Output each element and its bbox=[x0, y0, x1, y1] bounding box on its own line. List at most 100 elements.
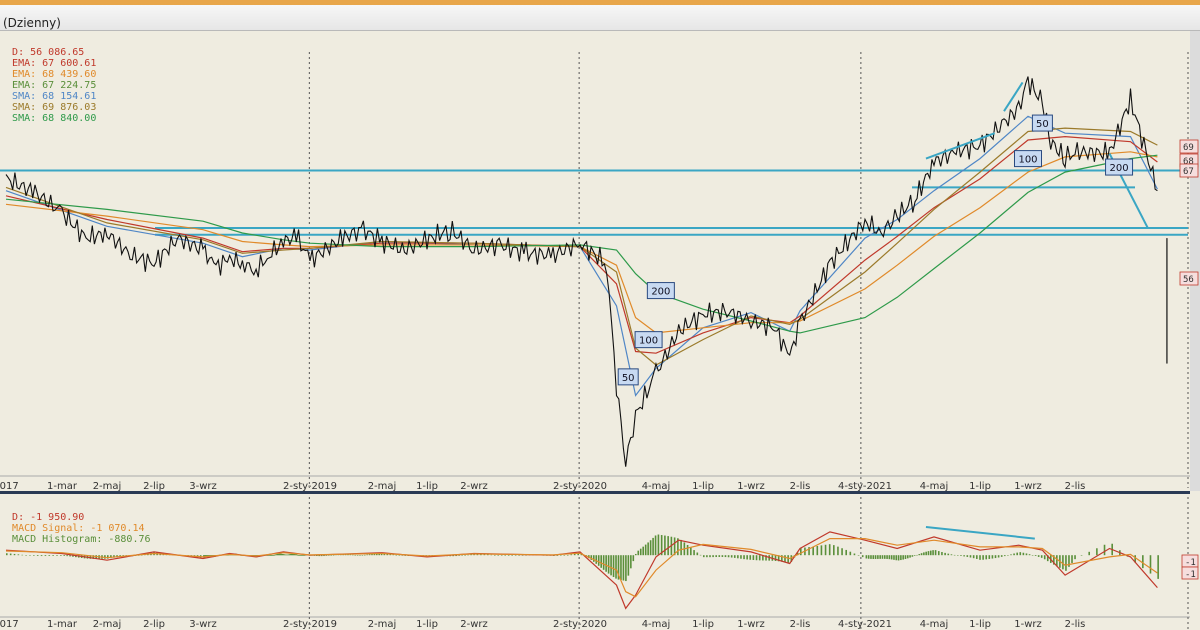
macd-histogram-bar bbox=[730, 555, 733, 558]
macd-histogram-bar bbox=[985, 555, 988, 560]
legend-macd: D: -1 950.90 bbox=[12, 512, 85, 523]
macd-histogram-bar bbox=[297, 555, 299, 556]
macd-scale-label: -1 bbox=[1185, 570, 1196, 580]
macd-histogram-bar bbox=[476, 554, 479, 556]
x-tick-label-macd: 1-lip bbox=[969, 619, 991, 630]
macd-histogram-bar bbox=[69, 555, 71, 557]
macd-histogram-bar bbox=[1013, 553, 1015, 556]
macd-histogram-bar bbox=[686, 544, 689, 556]
macd-histogram-bar bbox=[824, 544, 827, 556]
x-tick-label: 2-maj bbox=[93, 481, 122, 492]
macd-histogram-bar bbox=[298, 555, 300, 556]
macd-histogram-bar bbox=[652, 537, 654, 556]
macd-histogram-bar bbox=[893, 555, 895, 560]
macd-histogram-bar bbox=[1037, 555, 1040, 557]
trend-line bbox=[925, 132, 996, 160]
macd-histogram-bar bbox=[356, 555, 359, 556]
macd-histogram-bar bbox=[622, 555, 625, 581]
macd-histogram-bar bbox=[944, 552, 946, 556]
macd-histogram-bar bbox=[392, 554, 395, 556]
macd-histogram-bar bbox=[470, 554, 472, 556]
macd-histogram-bar bbox=[597, 555, 600, 566]
macd-histogram-bar bbox=[787, 555, 789, 563]
macd-histogram-bar bbox=[693, 550, 695, 556]
macd-histogram-bar bbox=[291, 553, 293, 556]
macd-histogram-bar bbox=[752, 555, 755, 560]
x-tick-label: 2-wrz bbox=[460, 481, 488, 492]
macd-histogram-bar bbox=[483, 554, 486, 556]
macd-histogram-bar bbox=[947, 553, 950, 556]
x-tick-label: 2017 bbox=[0, 481, 19, 492]
macd-histogram-bar bbox=[1019, 552, 1022, 556]
macd-histogram-bar bbox=[352, 554, 354, 556]
macd-histogram-bar bbox=[937, 551, 940, 556]
macd-histogram-bar bbox=[328, 555, 330, 556]
macd-histogram-bar bbox=[1031, 555, 1034, 556]
macd-histogram-bar bbox=[25, 555, 27, 556]
legend-sma-2: SMA: 69 876.03 bbox=[12, 102, 97, 113]
macd-histogram-bar bbox=[487, 554, 489, 556]
macd-histogram-bar bbox=[288, 554, 291, 556]
legend-ema-2: EMA: 68 439.60 bbox=[12, 69, 97, 80]
moving-average-line bbox=[5, 154, 1158, 334]
macd-histogram-bar bbox=[269, 555, 272, 556]
chart-window-title: (Dzienny) bbox=[3, 16, 61, 30]
x-tick-label: 2-lis bbox=[1065, 481, 1086, 492]
macd-histogram-bar bbox=[323, 555, 325, 557]
macd-histogram-bar bbox=[13, 553, 16, 556]
macd-histogram-bar bbox=[293, 554, 296, 556]
macd-histogram-bar bbox=[749, 555, 752, 560]
macd-histogram-bar bbox=[458, 555, 460, 556]
macd-histogram-bar bbox=[865, 555, 868, 559]
macd-histogram-bar bbox=[883, 555, 886, 559]
macd-histogram-bar bbox=[1010, 554, 1012, 556]
macd-histogram-bar bbox=[325, 555, 328, 556]
macd-histogram-bar bbox=[654, 535, 657, 556]
macd-histogram-bar bbox=[833, 545, 835, 556]
macd-histogram-bar bbox=[627, 555, 630, 576]
macd-histogram-bar bbox=[612, 555, 615, 578]
ma-badge bbox=[1031, 114, 1053, 132]
x-tick-label: 3-wrz bbox=[189, 481, 217, 492]
x-tick-label-macd: 4-maj bbox=[920, 619, 949, 630]
macd-histogram-bar bbox=[267, 555, 269, 556]
macd-histogram-bar bbox=[368, 554, 371, 556]
macd-histogram-bar bbox=[592, 555, 595, 562]
macd-histogram-bar bbox=[923, 552, 925, 556]
x-tick-label-macd: 2-sty-2019 bbox=[283, 619, 337, 630]
macd-histogram-bar bbox=[886, 555, 888, 559]
macd-histogram-bar bbox=[1096, 548, 1098, 556]
ma-badge-label: 100 bbox=[1018, 155, 1037, 166]
macd-histogram-bar bbox=[605, 555, 607, 572]
macd-histogram-bar bbox=[274, 554, 276, 556]
macd-histogram-bar bbox=[280, 553, 283, 556]
x-tick-label-macd: 1-mar bbox=[47, 619, 78, 630]
macd-histogram-bar bbox=[278, 553, 281, 556]
macd-histogram-bar bbox=[861, 555, 864, 558]
macd-histogram-bar bbox=[66, 555, 68, 557]
macd-histogram-bar bbox=[897, 555, 900, 561]
right-scrollbar[interactable] bbox=[1190, 31, 1200, 491]
macd-histogram-bar bbox=[853, 553, 856, 556]
macd-histogram-bar bbox=[870, 555, 872, 559]
x-tick-label: 1-lip bbox=[692, 481, 714, 492]
x-tick-label: 4-sty-2021 bbox=[838, 481, 892, 492]
macd-histogram-bar bbox=[294, 554, 297, 556]
macd-histogram-bar bbox=[696, 552, 699, 556]
macd-histogram-bar bbox=[929, 550, 932, 556]
macd-histogram-bar bbox=[841, 548, 843, 556]
macd-histogram-bar bbox=[712, 555, 714, 558]
macd-histogram-bar bbox=[332, 554, 335, 556]
macd-histogram-bar bbox=[960, 555, 962, 556]
macd-histogram-bar bbox=[560, 555, 562, 556]
x-tick-label-macd: 1-lip bbox=[416, 619, 438, 630]
macd-histogram-bar bbox=[287, 554, 290, 556]
macd-histogram-bar bbox=[349, 554, 352, 556]
macd-histogram-bar bbox=[1016, 552, 1018, 556]
macd-histogram-bar bbox=[89, 555, 92, 559]
macd-histogram-bar bbox=[784, 555, 786, 563]
macd-histogram-bar bbox=[455, 555, 457, 557]
ma-badge-label: 200 bbox=[1110, 163, 1129, 174]
macd-histogram-bar bbox=[296, 554, 298, 556]
macd-histogram-bar bbox=[44, 555, 47, 557]
